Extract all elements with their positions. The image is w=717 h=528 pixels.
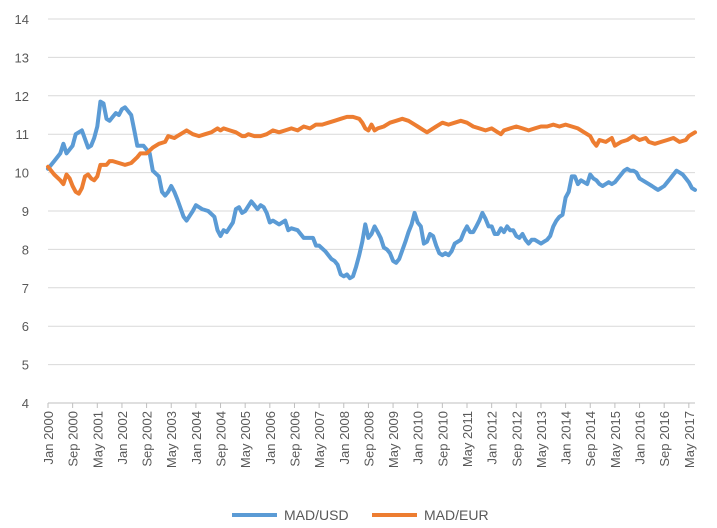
y-tick-label: 4 [22,396,29,411]
y-tick-label: 11 [16,127,30,142]
y-tick-label: 7 [22,281,29,296]
y-tick-label: 6 [22,319,29,334]
x-tick-label: Jan 2008 [337,411,352,465]
x-tick-label: Jan 2014 [559,411,574,465]
legend: MAD/USD MAD/EUR [232,507,489,523]
x-tick-label: Jan 2010 [411,411,426,465]
x-tick-label: May 2011 [460,411,475,467]
x-tick-label: Sep 2008 [361,411,376,467]
x-tick-label: Sep 2010 [435,411,450,467]
y-tick-label: 14 [15,12,29,27]
x-tick-label: May 2009 [386,411,401,468]
series-line-mad-usd [46,99,697,281]
x-tick-label: Sep 2000 [66,411,81,467]
y-tick-label: 10 [15,166,29,181]
x-tick-label: Jan 2006 [263,411,278,465]
x-tick-label: May 2015 [608,411,623,468]
y-tick-label: 12 [15,89,29,104]
x-tick-label: May 2017 [682,411,697,468]
x-tick-label: May 2003 [164,411,179,468]
x-tick-label: Jan 2012 [485,411,500,465]
x-tick-label: May 2005 [238,411,253,468]
x-tick-label: Jan 2000 [41,411,56,465]
x-tick-label: Jan 2016 [633,411,648,465]
x-tick-label: Sep 2012 [509,411,524,467]
x-tick-label: May 2013 [534,411,549,468]
y-tick-label: 8 [22,242,29,257]
x-axis-ticks: Jan 2000 Sep 2000 May 2001 Jan 2002 Sep 2002… [41,403,697,468]
x-tick-label: Jan 2004 [189,411,204,465]
x-tick-label: May 2001 [90,411,105,468]
y-axis-ticks: 4 5 6 7 8 9 10 11 12 13 14 [15,12,29,411]
y-tick-label: 13 [15,50,29,65]
x-tick-label: Sep 2004 [214,411,229,467]
x-tick-label: Sep 2016 [657,411,672,467]
x-tick-label: Sep 2002 [140,411,155,467]
y-tick-label: 9 [22,204,29,219]
x-tick-label: Sep 2014 [583,411,598,467]
series-lines [46,99,697,281]
x-tick-label: Jan 2002 [115,411,130,465]
legend-label: MAD/EUR [424,507,489,523]
gridlines [48,18,695,366]
x-tick-label: May 2007 [312,411,327,468]
x-tick-label: Sep 2006 [287,411,302,467]
y-tick-label: 5 [22,358,29,373]
legend-label: MAD/USD [284,507,349,523]
series-line-mad-eur [46,114,697,196]
